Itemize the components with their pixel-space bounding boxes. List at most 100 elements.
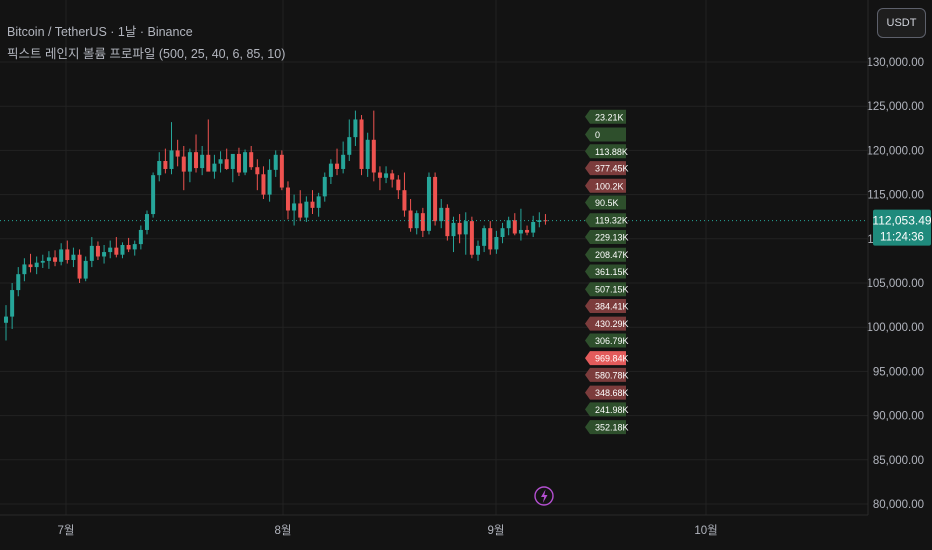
candle[interactable] [322, 172, 327, 202]
candle[interactable] [236, 147, 241, 177]
candle[interactable] [65, 240, 70, 264]
volume-profile-bar[interactable]: 377.45K [585, 161, 629, 176]
candle[interactable] [95, 241, 100, 261]
candle[interactable] [402, 172, 407, 217]
candle[interactable] [353, 110, 358, 146]
candle[interactable] [279, 150, 284, 191]
candle[interactable] [420, 207, 425, 238]
candle[interactable] [157, 152, 162, 182]
candle[interactable] [108, 240, 113, 259]
candle[interactable] [476, 240, 481, 261]
candle[interactable] [22, 258, 27, 282]
candle[interactable] [494, 230, 499, 254]
volume-profile-bar[interactable]: 229.13K [585, 230, 629, 245]
candle[interactable] [273, 150, 278, 177]
candle[interactable] [163, 148, 168, 174]
volume-profile-bar[interactable]: 23.21K [585, 109, 626, 124]
candle[interactable] [390, 169, 395, 188]
volume-profile-bar[interactable]: 241.98K [585, 402, 629, 417]
volume-profile-bar[interactable]: 100.2K [585, 178, 626, 193]
candle[interactable] [469, 216, 474, 259]
candle[interactable] [187, 148, 192, 183]
candle[interactable] [482, 225, 487, 253]
candle[interactable] [77, 249, 82, 283]
candle[interactable] [525, 225, 530, 236]
candle[interactable] [194, 134, 199, 173]
candle[interactable] [316, 192, 321, 217]
candle[interactable] [292, 194, 297, 226]
candle[interactable] [384, 166, 389, 184]
candle[interactable] [169, 122, 174, 175]
candle[interactable] [488, 221, 493, 255]
candle[interactable] [255, 159, 260, 191]
volume-profile-bar[interactable]: 361.15K [585, 264, 629, 279]
volume-profile-bar[interactable]: 306.79K [585, 333, 629, 348]
candle[interactable] [206, 119, 211, 172]
candle[interactable] [457, 214, 462, 244]
candle[interactable] [230, 153, 235, 183]
candle[interactable] [212, 154, 217, 179]
candle[interactable] [543, 214, 548, 225]
candle[interactable] [445, 204, 450, 241]
candle[interactable] [377, 166, 382, 191]
volume-profile-bar[interactable]: 384.41K [585, 298, 629, 313]
candle[interactable] [451, 216, 456, 253]
candle[interactable] [28, 253, 33, 273]
volume-profile-bar[interactable]: 0 [585, 127, 626, 142]
candle[interactable] [500, 222, 505, 244]
candle[interactable] [408, 199, 413, 232]
candle[interactable] [341, 141, 346, 174]
candle[interactable] [328, 159, 333, 184]
candle[interactable] [310, 190, 315, 215]
candle[interactable] [347, 119, 352, 162]
volume-profile-bar[interactable]: 119.32K [585, 213, 628, 228]
candle[interactable] [16, 267, 21, 297]
candle[interactable] [40, 254, 45, 268]
candle[interactable] [463, 212, 468, 255]
flash-icon[interactable] [534, 486, 554, 506]
candle[interactable] [426, 172, 431, 235]
candle[interactable] [218, 151, 223, 173]
candle[interactable] [53, 250, 58, 267]
volume-profile-bar[interactable]: 208.47K [585, 247, 629, 262]
candle[interactable] [433, 172, 438, 226]
candle[interactable] [34, 256, 39, 275]
candle[interactable] [224, 148, 229, 170]
candle[interactable] [120, 242, 125, 259]
volume-profile-bar[interactable]: 352.18K [585, 420, 629, 435]
candle[interactable] [126, 237, 131, 253]
candle[interactable] [46, 251, 51, 269]
candle[interactable] [181, 145, 186, 191]
candle[interactable] [132, 240, 137, 256]
candle[interactable] [365, 132, 370, 177]
volume-profile-bar[interactable]: 348.68K [585, 385, 629, 400]
candle[interactable] [102, 244, 107, 264]
candle[interactable] [359, 115, 364, 176]
candle[interactable] [89, 237, 94, 268]
currency-button[interactable]: USDT [877, 8, 926, 38]
candle[interactable] [298, 190, 303, 222]
candle[interactable] [537, 212, 542, 228]
candle[interactable] [200, 145, 205, 176]
candle[interactable] [285, 181, 290, 220]
candle[interactable] [439, 199, 444, 229]
candle[interactable] [506, 216, 511, 236]
symbol-title[interactable]: Bitcoin / TetherUS · 1날 · Binance [7, 25, 193, 39]
candle[interactable] [512, 213, 517, 236]
volume-profile-bar[interactable]: 580.78K [585, 367, 629, 382]
volume-profile-bar[interactable]: 90.5K [585, 195, 626, 210]
candle[interactable] [10, 283, 15, 329]
candle[interactable] [396, 175, 401, 200]
candle[interactable] [59, 243, 64, 266]
candle[interactable] [175, 139, 180, 167]
candle[interactable] [114, 237, 119, 258]
candle[interactable] [371, 110, 376, 182]
candle[interactable] [71, 247, 76, 268]
candle[interactable] [249, 145, 254, 170]
candle[interactable] [261, 166, 266, 200]
volume-profile-bar[interactable]: 507.15K [585, 282, 629, 297]
candle[interactable] [144, 210, 149, 235]
candle[interactable] [83, 256, 88, 282]
candle[interactable] [151, 172, 156, 218]
